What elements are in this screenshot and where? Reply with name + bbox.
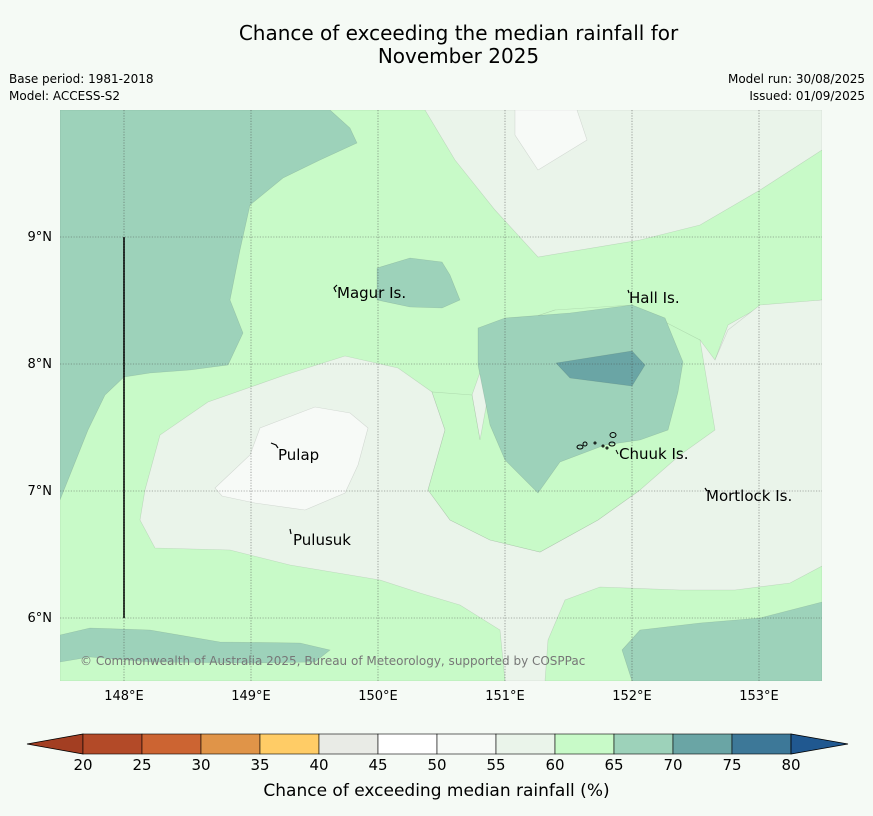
place-label-pulap: Pulap (278, 446, 319, 464)
colorbar-swatch (554, 733, 615, 755)
island-pulap-icon (270, 442, 279, 449)
lon-tick-149: 149°E (231, 689, 271, 704)
colorbar-tick-label: 35 (250, 756, 270, 774)
base-period: Base period: 1981-2018 (9, 72, 154, 86)
place-label-magur: Magur Is. (337, 284, 406, 302)
lat-tick-labels: 6°N 7°N 8°N 9°N (28, 230, 53, 626)
island-magur-icon (333, 284, 338, 293)
colorbar-tick-label: 55 (486, 756, 506, 774)
lat-tick-8: 8°N (28, 357, 53, 372)
colorbar-swatch (200, 733, 261, 755)
region-65-70-west (60, 110, 358, 501)
place-label-pulusuk: Pulusuk (293, 531, 351, 549)
colorbar-swatch (731, 733, 792, 755)
colorbar-title: Chance of exceeding median rainfall (%) (263, 781, 610, 801)
colorbar-swatch (436, 733, 497, 755)
lon-tick-151: 151°E (485, 689, 525, 704)
lon-tick-labels: 148°E 149°E 150°E 151°E 152°E 153°E (104, 689, 779, 704)
colorbar-swatch (672, 733, 733, 755)
colorbar-tick-label: 80 (781, 756, 801, 774)
grid-lines (60, 110, 822, 681)
region-70-75-chuuk (555, 350, 646, 387)
colorbar-tick-label: 75 (722, 756, 742, 774)
issued-date: Issued: 01/09/2025 (749, 89, 865, 103)
lon-tick-152: 152°E (612, 689, 652, 704)
colorbar-swatch (82, 733, 143, 755)
region-65-70-southwest (60, 627, 331, 664)
title-line-1: Chance of exceeding the median rainfall … (238, 21, 679, 45)
colorbar-swatch (377, 733, 438, 755)
copyright-notice: © Commonwealth of Australia 2025, Bureau… (80, 654, 585, 668)
colorbar-tick-label: 70 (663, 756, 683, 774)
colorbar-tick-label: 65 (604, 756, 624, 774)
colorbar-swatch (318, 733, 379, 755)
model-run: Model run: 30/08/2025 (727, 72, 865, 86)
meta-left: Base period: 1981-2018 Model: ACCESS-S2 (9, 71, 154, 105)
contour-layer (60, 110, 822, 681)
island-pulusuk-icon (289, 528, 292, 535)
map-title: Chance of exceeding the median rainfall … (0, 22, 873, 68)
island-hall-icon (627, 289, 630, 294)
colorbar-tick-label: 25 (132, 756, 152, 774)
colorbar-tick-label: 50 (427, 756, 447, 774)
island-chuuk-icon (576, 432, 619, 455)
place-label-chuuk: Chuuk Is. (619, 445, 688, 463)
colorbar (26, 733, 849, 755)
lat-tick-6: 6°N (28, 611, 53, 626)
region-50-55-pulap (214, 406, 369, 511)
lon-tick-148: 148°E (104, 689, 144, 704)
place-label-mortlock: Mortlock Is. (706, 487, 792, 505)
lon-tick-150: 150°E (358, 689, 398, 704)
colorbar-tick-label: 20 (73, 756, 93, 774)
place-labels: Magur Is. Hall Is. Pulap Chuuk Is. Mortl… (278, 284, 792, 549)
island-mortlock-icon (704, 487, 708, 492)
model-name: Model: ACCESS-S2 (9, 89, 121, 103)
colorbar-low-extend (26, 733, 84, 755)
colorbar-swatch (613, 733, 674, 755)
region-65-70-magur (376, 257, 461, 309)
lon-tick-153: 153°E (739, 689, 779, 704)
lat-tick-9: 9°N (28, 230, 53, 245)
island-markers (270, 284, 708, 535)
region-50-55-north (514, 110, 588, 171)
colorbar-swatch (141, 733, 202, 755)
colorbar-tick-label: 45 (368, 756, 388, 774)
region-65-70-southeast (621, 601, 822, 681)
title-line-2: November 2025 (377, 44, 540, 68)
place-label-hall: Hall Is. (629, 289, 680, 307)
lat-tick-7: 7°N (28, 484, 53, 499)
colorbar-tick-label: 30 (191, 756, 211, 774)
colorbar-swatch (259, 733, 320, 755)
colorbar-tick-label: 60 (545, 756, 565, 774)
colorbar-high-extend (790, 733, 849, 755)
colorbar-swatch (495, 733, 556, 755)
meta-right: Model run: 30/08/2025 Issued: 01/09/2025 (728, 71, 865, 105)
colorbar-tick-label: 40 (309, 756, 329, 774)
